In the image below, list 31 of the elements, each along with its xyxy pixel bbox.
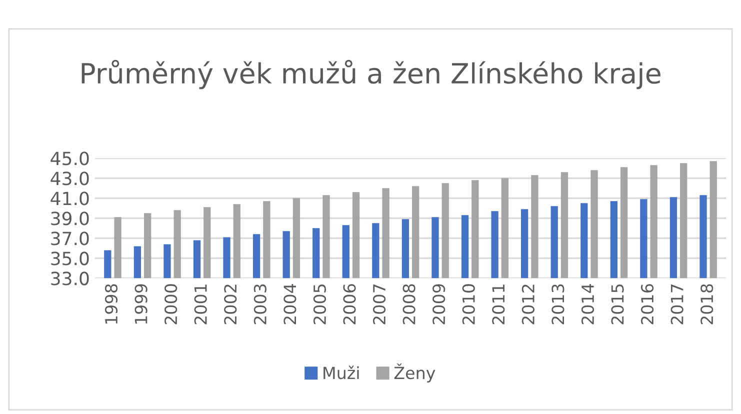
y-tick-label: 45.0	[50, 152, 89, 166]
x-tick-label: 2012	[522, 284, 534, 324]
x-tick-label: 2007	[372, 284, 386, 324]
y-tick-label: 35.0	[51, 252, 89, 266]
x-tick-label: 2011	[492, 284, 505, 324]
y-tick-label: 37.0	[51, 232, 89, 246]
x-tick-label: 2006	[343, 284, 356, 324]
x-tick-label: 2016	[640, 284, 654, 324]
x-tick-label: 1998	[104, 284, 118, 324]
x-tick-label: 2005	[313, 284, 326, 324]
x-tick-label: 2008	[402, 284, 416, 324]
x-tick-label: 2017	[670, 284, 684, 324]
y-tick-label: 41.0	[50, 192, 89, 206]
x-tick-label: 2004	[284, 284, 296, 324]
y-tick-label: 39.0	[51, 212, 89, 226]
x-tick-label: 2009	[432, 284, 446, 324]
y-tick-label: 33.0	[51, 272, 89, 286]
x-tick-label: 1999	[134, 284, 148, 324]
x-tick-label: 2014	[581, 284, 594, 324]
x-tick-label: 2003	[254, 284, 266, 324]
x-tick-label: 2002	[224, 284, 237, 324]
legend-label: Muži	[324, 366, 359, 380]
x-tick-label: 2015	[611, 284, 624, 324]
x-tick-label: 2010	[462, 284, 475, 324]
y-tick-label: 43.0	[50, 172, 89, 186]
x-tick-label: 2000	[164, 284, 178, 324]
x-tick-label: 2018	[700, 284, 714, 324]
chart-title: Průměrný věk mužů a žen Zlínského kraje	[82, 60, 660, 90]
x-tick-label: 2001	[194, 284, 207, 324]
legend-label: Ženy	[394, 364, 436, 382]
x-tick-label: 2013	[552, 284, 564, 324]
